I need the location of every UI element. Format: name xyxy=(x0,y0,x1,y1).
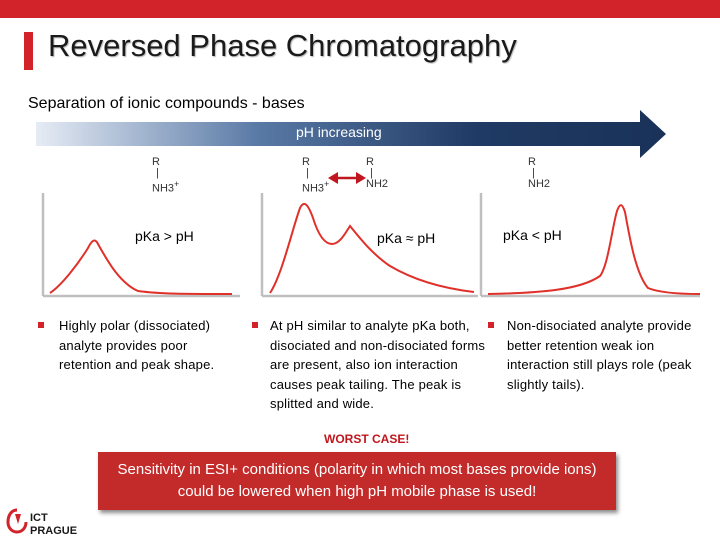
condition-label-3: pKa < pH xyxy=(503,227,562,243)
panel-1-description: Highly polar (dissociated) analyte provi… xyxy=(59,318,215,372)
chromatogram-panels xyxy=(41,172,701,298)
structure-ammonium-middle: R | NH3+ xyxy=(302,156,330,195)
top-accent-bar xyxy=(0,0,720,18)
structure-amine-middle: R | NH2 xyxy=(366,156,389,190)
structure-ammonium-left: R | NH3+ xyxy=(152,156,180,195)
ict-prague-logo-icon xyxy=(6,508,28,534)
ph-increasing-arrow xyxy=(36,110,666,158)
title-accent-mark xyxy=(24,32,33,70)
panel-3-description: Non-disociated analyte provide better re… xyxy=(507,318,692,392)
slide-subtitle: Separation of ionic compounds - bases xyxy=(28,95,305,112)
bullet-marker-1 xyxy=(38,322,44,328)
structure-amine-right: R | NH2 xyxy=(528,156,551,190)
condition-label-2: pKa ≈ pH xyxy=(377,230,436,246)
chromatogram-3 xyxy=(479,193,701,298)
slide-title: Reversed Phase Chromatography xyxy=(48,28,517,63)
chromatogram-2 xyxy=(260,193,478,298)
sensitivity-note: Sensitivity in ESI+ conditions (polarity… xyxy=(98,452,616,510)
panel-2-description: At pH similar to analyte pKa both, disoc… xyxy=(270,318,486,411)
equilibrium-arrow-icon xyxy=(328,172,366,184)
worst-case-label: WORST CASE! xyxy=(324,432,410,446)
ict-prague-logo-text: ICT PRAGUE xyxy=(30,512,78,537)
bullet-marker-2 xyxy=(252,322,258,328)
bullet-marker-3 xyxy=(488,322,494,328)
condition-label-1: pKa > pH xyxy=(135,228,194,244)
arrow-label: pH increasing xyxy=(296,124,382,140)
chromatogram-1 xyxy=(41,193,240,298)
